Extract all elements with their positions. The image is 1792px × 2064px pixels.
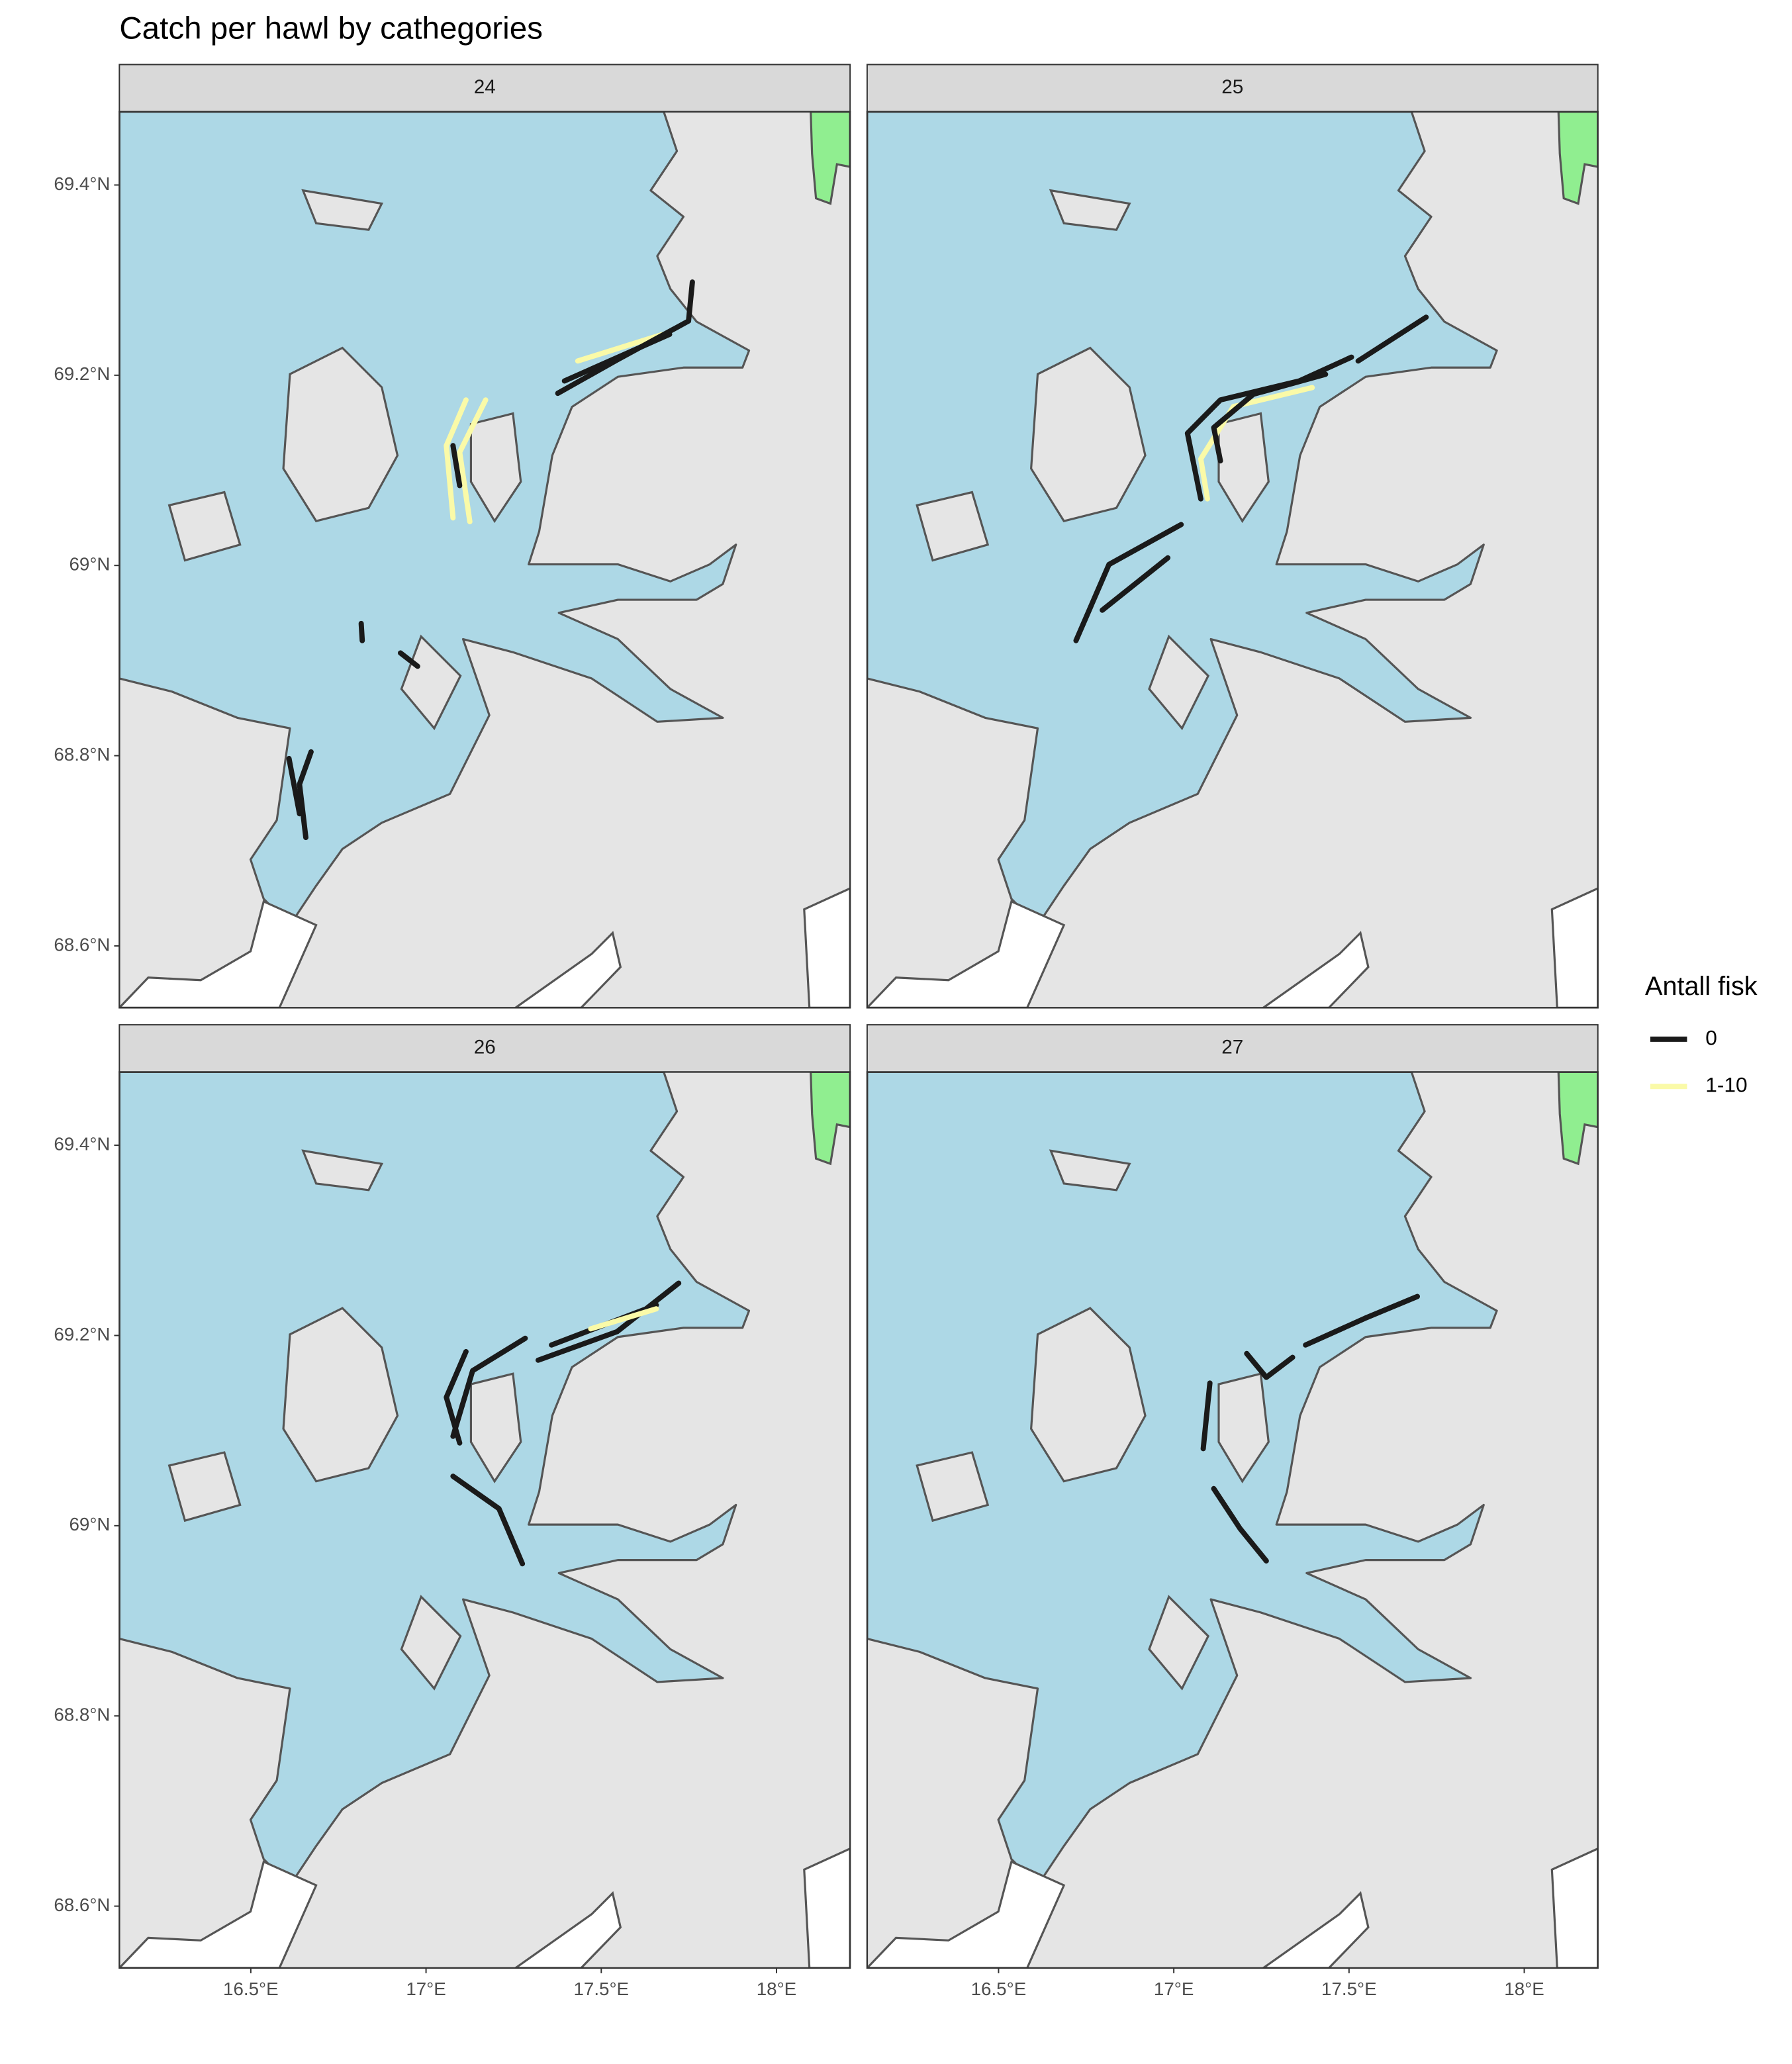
y-tick-label: 69.4°N — [54, 1133, 110, 1154]
panel-border — [118, 111, 851, 1009]
haul-track — [536, 1280, 682, 1363]
tracks — [1073, 314, 1429, 643]
legend-label: 0 — [1705, 1025, 1717, 1049]
haul-track — [397, 650, 420, 669]
haul-track — [444, 397, 469, 521]
haul-track — [1073, 522, 1184, 643]
haul-track — [457, 397, 489, 525]
haul-track — [1184, 354, 1354, 502]
strip-label: 26 — [474, 1037, 496, 1058]
haul-track — [1244, 1350, 1296, 1380]
y-tick-label: 69.4°N — [54, 173, 110, 194]
x-tick-label: 16.5°E — [971, 1979, 1027, 1999]
y-tick-label: 69°N — [69, 554, 110, 575]
x-tick-label: 16.5°E — [223, 1979, 279, 1999]
haul-track — [1355, 314, 1429, 364]
strip-label: 24 — [474, 76, 496, 98]
haul-track — [575, 332, 666, 364]
y-tick-label: 68.6°N — [54, 1895, 110, 1915]
haul-track — [450, 443, 463, 489]
y-tick-label: 69.2°N — [54, 1324, 110, 1344]
y-tick-label: 69°N — [69, 1514, 110, 1534]
y-tick-label: 68.6°N — [54, 934, 110, 955]
haul-track — [1211, 371, 1329, 464]
strip — [118, 64, 851, 113]
chart-title: Catch per hawl by cathegories — [119, 11, 543, 46]
haul-track — [561, 332, 673, 384]
haul-track — [297, 749, 314, 841]
tracks — [444, 1280, 682, 1567]
x-tick-label: 18°E — [757, 1979, 796, 1999]
haul-track — [450, 1474, 526, 1567]
strip-label: 27 — [1221, 1037, 1243, 1058]
panel-border — [118, 1071, 851, 1969]
legend-label: 1-10 — [1705, 1073, 1747, 1097]
strip-label: 25 — [1221, 76, 1243, 98]
haul-track — [358, 620, 365, 643]
haul-track — [1200, 1380, 1213, 1452]
y-tick-label: 69.2°N — [54, 363, 110, 384]
x-tick-label: 17°E — [1154, 1979, 1194, 1999]
basemap — [119, 111, 851, 1008]
x-tick-label: 18°E — [1504, 1979, 1544, 1999]
basemap — [119, 1072, 851, 1968]
haul-track — [286, 755, 303, 817]
x-tick-label: 17.5°E — [1321, 1979, 1377, 1999]
tracks — [286, 279, 695, 841]
x-tick-label: 17.5°E — [573, 1979, 629, 1999]
haul-track — [444, 1348, 469, 1446]
haul-track — [1303, 1293, 1421, 1348]
tracks — [1200, 1293, 1421, 1564]
haul-track — [1211, 1485, 1269, 1564]
legend-title: Antall fisk — [1645, 972, 1758, 1001]
haul-track — [1100, 555, 1171, 613]
y-tick-label: 68.8°N — [54, 744, 110, 765]
x-tick-label: 17°E — [406, 1979, 446, 1999]
y-tick-label: 68.8°N — [54, 1705, 110, 1725]
panel-border — [866, 1071, 1599, 1969]
panel-border — [866, 111, 1599, 1009]
basemap — [867, 111, 1598, 1008]
strip — [866, 64, 1599, 113]
haul-track — [450, 1335, 528, 1439]
haul-track — [588, 1306, 659, 1332]
strip — [866, 1024, 1599, 1073]
